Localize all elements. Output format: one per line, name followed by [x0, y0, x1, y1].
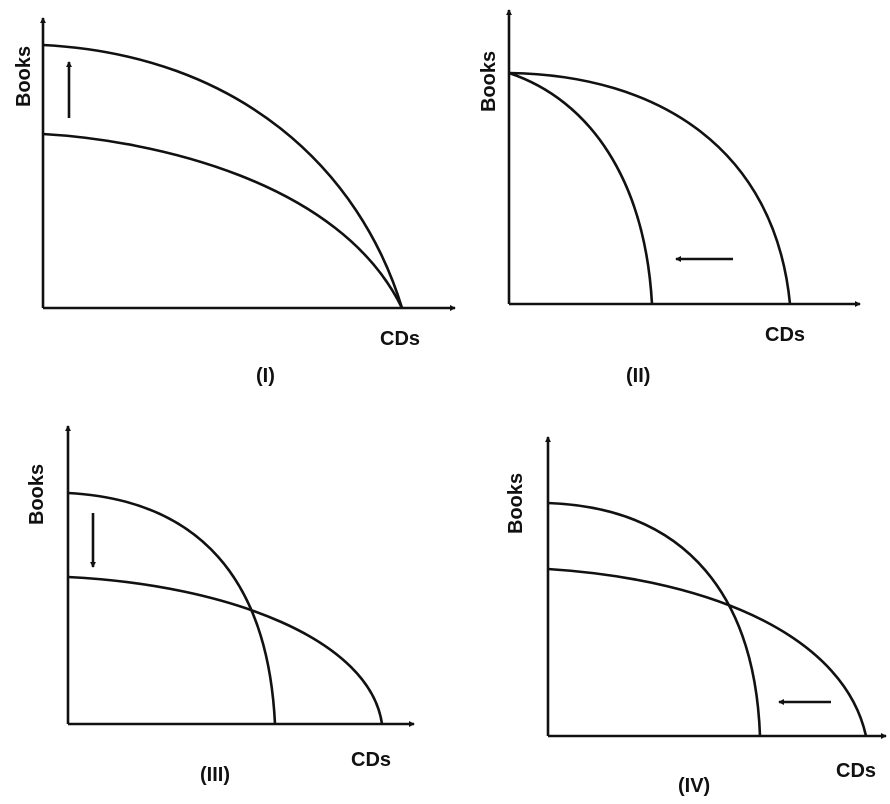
panel-II-outer-curve: [508, 71, 792, 305]
panel-III-x-axis-label: CDs: [351, 749, 391, 771]
panel-II-label: (II): [626, 365, 650, 387]
panel-III-y-axis-label: Books: [26, 464, 48, 525]
panel-II-y-axis-label: Books: [478, 51, 500, 112]
panel-I-label: (I): [256, 365, 275, 387]
panel-II-x-axis-label: CDs: [765, 324, 805, 346]
panel-IV-original-curve: [547, 501, 762, 737]
panel-IV-x-axis-label: CDs: [836, 760, 876, 782]
panel-III-new-curve: [67, 575, 384, 725]
panel-IV-new-curve: [547, 567, 868, 737]
panel-III-original-curve: [67, 491, 277, 725]
panel-II: Books CDs (II): [478, 9, 861, 387]
panel-III-label: (III): [200, 764, 230, 786]
panel-II-inner-curve: [508, 71, 654, 305]
panel-I-inner-curve: [42, 132, 404, 309]
panel-I-x-axis-label: CDs: [380, 328, 420, 350]
panel-I-y-axis-label: Books: [13, 46, 35, 107]
panel-IV-y-axis-label: Books: [505, 473, 527, 534]
panel-IV: Books CDs (IV): [505, 436, 887, 797]
panel-IV-label: (IV): [678, 775, 710, 797]
panel-I: Books CDs (I): [13, 17, 456, 387]
panel-I-outer-curve: [42, 43, 404, 309]
panel-III: Books CDs (III): [26, 425, 415, 786]
